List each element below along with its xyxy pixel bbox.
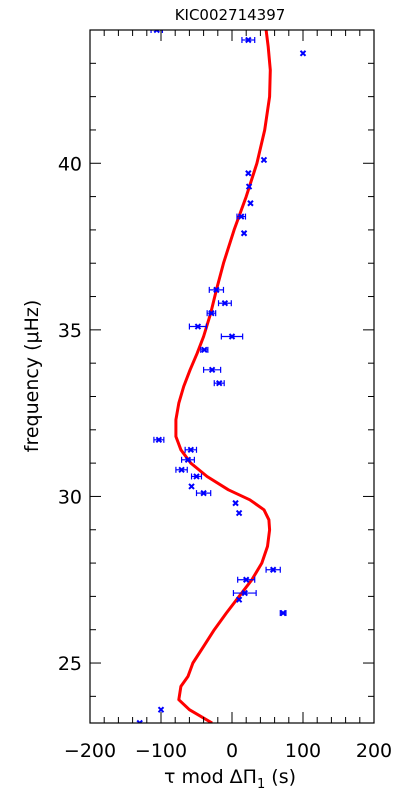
data-point <box>153 436 165 444</box>
data-point <box>150 30 164 34</box>
point-marker <box>187 446 195 454</box>
data-point <box>236 213 247 220</box>
data-point <box>232 499 239 507</box>
point-marker <box>232 499 239 507</box>
point-marker <box>208 366 216 374</box>
x-tick-label: −100 <box>135 740 187 762</box>
point-marker <box>153 30 160 34</box>
point-marker <box>242 576 250 583</box>
point-marker <box>245 36 252 44</box>
plot-area <box>136 30 307 723</box>
point-marker <box>245 170 252 177</box>
point-marker <box>228 333 236 340</box>
data-point <box>206 309 217 317</box>
x-tick-label: −200 <box>64 740 116 762</box>
point-marker <box>201 346 208 354</box>
data-point <box>175 466 188 473</box>
data-point <box>213 379 225 387</box>
x-axis-title: τ mod ΔΠ1 (s) <box>164 766 296 792</box>
x-tick-label: 100 <box>285 740 321 762</box>
data-point <box>240 230 248 237</box>
x-tick-label: 0 <box>226 740 238 762</box>
data-point <box>232 589 257 597</box>
point-marker <box>194 323 202 330</box>
data-point <box>245 183 253 190</box>
data-point <box>188 323 208 330</box>
point-marker <box>184 456 192 464</box>
data-point <box>200 346 209 354</box>
point-marker <box>260 156 268 164</box>
data-point <box>279 609 287 617</box>
point-marker <box>279 609 287 617</box>
y-tick-label: 25 <box>58 653 82 675</box>
data-point <box>245 170 252 177</box>
y-tick-label: 30 <box>58 486 82 508</box>
y-axis-title: frequency (μHz) <box>21 300 43 453</box>
axes: −200 −100 0 100 200 25 30 35 40 <box>58 29 392 762</box>
data-point <box>188 483 195 490</box>
point-marker <box>241 589 248 597</box>
data-point <box>260 156 268 164</box>
data-point <box>235 596 243 603</box>
data-point <box>136 719 143 723</box>
point-marker <box>269 566 277 573</box>
point-marker <box>155 436 163 444</box>
point-marker <box>157 706 165 713</box>
point-marker <box>240 230 248 237</box>
point-marker <box>136 719 143 723</box>
y-tick-label: 35 <box>58 320 82 342</box>
point-marker <box>208 309 215 317</box>
x-tick-label: 200 <box>356 740 392 762</box>
point-marker <box>221 299 229 307</box>
model-curve <box>174 30 272 723</box>
point-marker <box>213 286 220 294</box>
point-marker <box>216 379 223 387</box>
data-point <box>190 473 203 480</box>
data-point <box>237 576 256 583</box>
chart-title: KIC002714397 <box>175 6 286 24</box>
point-marker <box>200 489 207 497</box>
data-point <box>235 509 243 517</box>
data-point <box>220 333 244 340</box>
data-point <box>208 286 225 294</box>
point-marker <box>245 183 253 190</box>
data-point <box>157 706 165 713</box>
point-marker <box>235 509 243 517</box>
point-marker <box>238 213 245 220</box>
data-point <box>180 456 195 464</box>
data-point <box>299 50 307 57</box>
point-marker <box>247 200 254 207</box>
point-marker <box>299 50 307 57</box>
point-marker <box>188 483 195 490</box>
data-point <box>184 446 198 454</box>
data-point <box>241 36 256 44</box>
point-marker <box>193 473 200 480</box>
data-point <box>195 489 212 497</box>
data-point <box>247 200 254 207</box>
data-point <box>265 566 281 573</box>
point-marker <box>178 466 185 473</box>
y-tick-label: 40 <box>58 153 82 175</box>
data-point <box>217 299 232 307</box>
point-marker <box>235 596 243 603</box>
data-point <box>203 366 222 374</box>
plot-frame <box>89 29 375 724</box>
